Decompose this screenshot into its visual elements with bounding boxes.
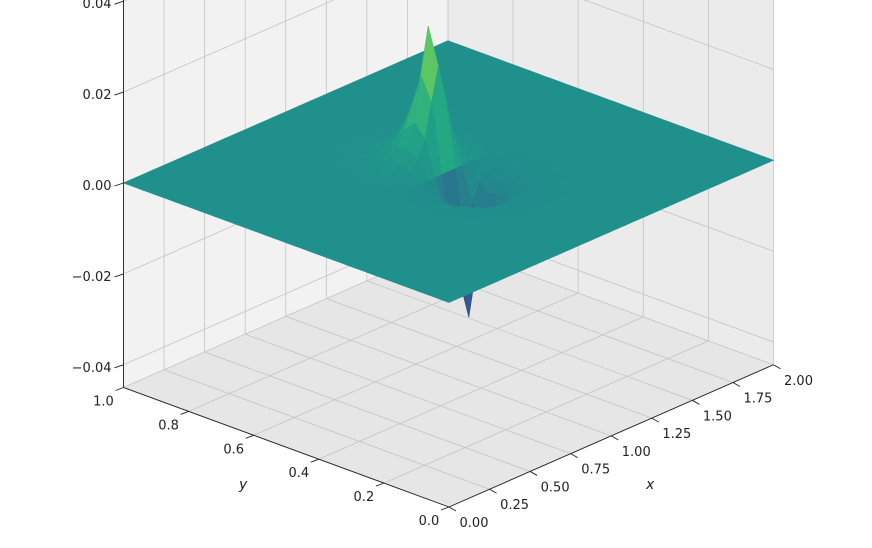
grid-line-x: [366, 280, 693, 401]
y-tick-label: 0.4: [288, 466, 309, 481]
grid-line-x: [285, 315, 612, 437]
x-tick-label: 1.00: [622, 445, 651, 460]
x-tick: [732, 382, 741, 387]
x-tick-label: 0.50: [541, 480, 570, 495]
y-tick: [375, 482, 385, 487]
x-tick: [529, 471, 538, 476]
x-tick: [570, 453, 578, 459]
grid-line-z: [583, 0, 774, 70]
x-tick: [489, 488, 497, 494]
axes: 0.000.250.500.751.001.251.501.752.000.00…: [72, 0, 813, 531]
z-tick-label: −0.02: [72, 270, 112, 285]
x-tick-label: 0.00: [460, 516, 489, 531]
z-tick: [114, 0, 124, 5]
y-tick: [245, 434, 254, 439]
x-tick: [651, 417, 660, 423]
z-tick: [114, 273, 124, 278]
x-tick-label: 1.25: [662, 427, 691, 442]
y-tick: [310, 458, 319, 463]
x-tick: [773, 364, 781, 370]
grid-line-x: [245, 333, 571, 455]
y-tick: [440, 506, 450, 511]
y-tick-label: 0.2: [354, 490, 375, 505]
grid-line-x: [163, 369, 490, 490]
y-axis-label: y: [238, 477, 248, 493]
surface-patch: [437, 295, 457, 303]
x-tick: [692, 399, 700, 405]
y-tick-label: 0.0: [419, 514, 440, 529]
x-tick: [448, 506, 457, 512]
z-tick-label: −0.04: [72, 361, 112, 376]
grid-line-x: [204, 351, 531, 472]
z-tick-label: 0.02: [83, 88, 112, 103]
x-tick-label: 0.75: [581, 463, 610, 478]
grid-line-z: [123, 0, 335, 93]
y-tick-label: 0.6: [223, 442, 244, 457]
x-tick-label: 0.25: [500, 498, 529, 513]
z-tick: [114, 364, 124, 369]
y-tick-label: 1.0: [93, 395, 114, 410]
x-tick: [611, 435, 619, 441]
y-tick-label: 0.8: [158, 418, 179, 433]
y-tick: [180, 410, 189, 415]
y-axis-line: [123, 387, 450, 508]
z-tick-label: 0.04: [83, 0, 112, 12]
surface: [122, 26, 775, 318]
x-tick-label: 1.75: [743, 392, 772, 407]
z-tick: [114, 91, 124, 96]
z-tick: [114, 182, 124, 187]
x-tick-label: 1.50: [703, 409, 732, 424]
grid-line-y: [383, 340, 709, 484]
x-tick-label: 2.00: [784, 374, 813, 389]
y-tick: [115, 387, 124, 391]
grid-line-x: [326, 298, 652, 419]
x-axis-label: x: [645, 477, 655, 493]
z-tick-label: 0.00: [83, 179, 112, 194]
grid-line-y: [253, 292, 579, 436]
grid-line-y: [318, 316, 644, 460]
